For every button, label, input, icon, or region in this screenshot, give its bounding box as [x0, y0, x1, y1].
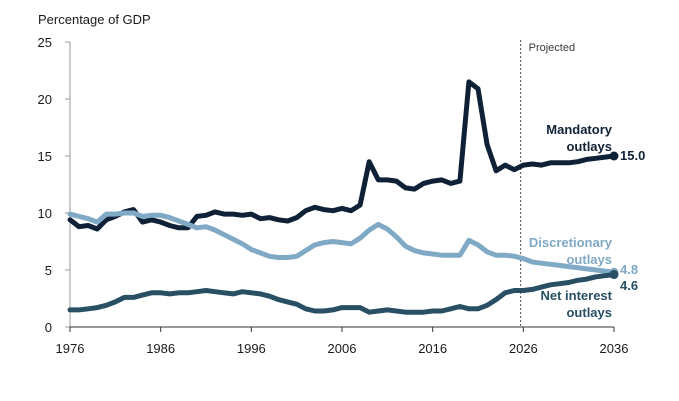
x-tick-label: 1996 [237, 341, 266, 356]
x-tick-label: 2006 [328, 341, 357, 356]
series-end-point-2 [609, 270, 619, 280]
series-line-2 [67, 272, 617, 315]
y-tick-label: 15 [38, 149, 52, 164]
series-end-value-2: 4.6 [620, 278, 638, 293]
projection-label: Projected [529, 42, 575, 54]
series-label-2: Net interest [540, 288, 612, 303]
series-label-1: Discretionary [529, 235, 613, 250]
x-tick-label: 2026 [509, 341, 538, 356]
x-tick-label: 1986 [146, 341, 175, 356]
series-line-1 [67, 210, 617, 275]
series-label-1: outlays [566, 252, 612, 267]
series-end-value-0: 15.0 [620, 148, 645, 163]
y-tick-label: 0 [45, 320, 52, 335]
x-tick-label: 1976 [56, 341, 85, 356]
y-tick-label: 5 [45, 263, 52, 278]
series-end-point-0 [609, 151, 619, 161]
y-axis-label: Percentage of GDP [38, 12, 151, 27]
series-label-2: outlays [566, 305, 612, 320]
y-tick-label: 10 [38, 206, 52, 221]
series-label-0: outlays [566, 139, 612, 154]
y-tick-label: 25 [38, 35, 52, 50]
series-label-0: Mandatory [546, 122, 613, 137]
x-tick-label: 2036 [600, 341, 629, 356]
x-tick-label: 2016 [418, 341, 447, 356]
series-end-value-1: 4.8 [620, 262, 638, 277]
y-tick-label: 20 [38, 92, 52, 107]
series-line-0 [67, 79, 617, 232]
